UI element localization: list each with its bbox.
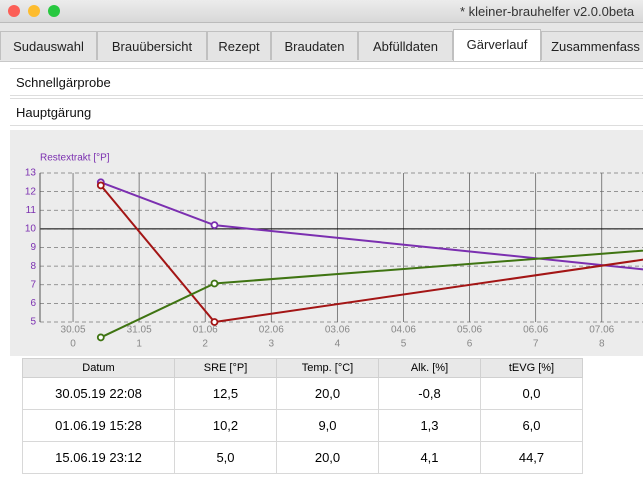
x-tick-label: 31.05 — [127, 325, 152, 336]
table-cell[interactable]: 30.05.19 22:08 — [22, 377, 175, 410]
column-header[interactable]: Datum — [22, 358, 175, 378]
table-cell[interactable]: 12,5 — [174, 377, 277, 410]
series-line — [100, 181, 643, 271]
section-header[interactable]: Schnellgärprobe — [10, 68, 643, 96]
y-tick-label: 11 — [26, 205, 37, 216]
x-tick-label: 1 — [136, 339, 142, 350]
table-cell[interactable]: 20,0 — [276, 377, 379, 410]
table-cell[interactable]: 1,3 — [378, 409, 481, 442]
x-tick-label: 07.06 — [589, 325, 614, 336]
data-point — [210, 318, 219, 326]
tab-bar: Sudauswahl Brauübersicht Rezept Braudaten Ab… — [0, 23, 643, 62]
series-line — [100, 184, 643, 324]
x-tick-label: 30.05 — [61, 325, 86, 336]
table-cell[interactable]: 5,0 — [174, 441, 277, 474]
x-tick-label: 5 — [401, 339, 407, 350]
close-button[interactable] — [8, 5, 20, 17]
tab[interactable]: Gärverlauf — [453, 29, 541, 61]
column-header[interactable]: Alk. [%] — [378, 358, 481, 378]
y-tick-label: 8 — [30, 261, 36, 272]
table-cell[interactable]: 44,7 — [480, 441, 583, 474]
x-tick-label: 03.06 — [325, 325, 350, 336]
chart: Restextrakt [°P]567891011121330.05031.05… — [25, 153, 643, 350]
zoom-button[interactable] — [48, 5, 60, 17]
x-tick-label: 8 — [599, 339, 605, 350]
x-tick-label: 2 — [202, 339, 208, 350]
data-point — [96, 181, 105, 190]
y-tick-label: 6 — [30, 298, 36, 309]
tab[interactable]: Braudaten — [271, 31, 358, 60]
data-table: Datum SRE [°P] Temp. [°C] Alk. [%] tEVG [%] 3… — [22, 358, 583, 474]
table-cell[interactable]: 10,2 — [174, 409, 277, 442]
tab[interactable]: Sudauswahl — [0, 31, 97, 60]
data-point — [210, 221, 219, 230]
x-tick-label: 6 — [467, 339, 473, 350]
title-bar: * kleiner-brauhelfer v2.0.0beta — [0, 0, 643, 23]
table-row[interactable]: 30.05.19 22:08 12,5 20,0 -0,8 0,0 — [22, 377, 583, 410]
window-title: * kleiner-brauhelfer v2.0.0beta — [460, 4, 635, 19]
column-header[interactable]: tEVG [%] — [480, 358, 583, 378]
x-tick-label: 06.06 — [523, 325, 548, 336]
y-tick-label: 13 — [25, 168, 37, 179]
x-tick-label: 02.06 — [259, 325, 284, 336]
x-tick-label: 04.06 — [391, 325, 416, 336]
x-tick-label: 05.06 — [457, 325, 482, 336]
table-cell[interactable]: 20,0 — [276, 441, 379, 474]
tab[interactable]: Brauübersicht — [97, 31, 207, 60]
table-cell[interactable]: 4,1 — [378, 441, 481, 474]
x-tick-label: 01.06 — [193, 325, 218, 336]
table-cell[interactable]: 0,0 — [480, 377, 583, 410]
x-tick-label: 7 — [533, 339, 539, 350]
x-tick-label: 4 — [335, 339, 341, 350]
y-axis-label: Restextrakt [°P] — [40, 153, 110, 164]
series-line — [100, 249, 643, 339]
tab[interactable]: Rezept — [207, 31, 271, 60]
tab[interactable]: Abfülldaten — [358, 31, 453, 60]
table-cell[interactable]: -0,8 — [378, 377, 481, 410]
y-tick-label: 7 — [30, 279, 36, 290]
y-tick-label: 12 — [25, 186, 37, 197]
x-tick-label: 3 — [269, 339, 275, 350]
table-cell[interactable]: 01.06.19 15:28 — [22, 409, 175, 442]
table-cell[interactable]: 15.06.19 23:12 — [22, 441, 175, 474]
x-tick-label: 0 — [70, 339, 76, 350]
section-header[interactable]: Hauptgärung — [10, 98, 643, 126]
chart-panel: Restextrakt [°P] 5 6 7 8 9 10 11 12 13 30.05 0 31.05… — [10, 130, 643, 356]
data-point — [96, 333, 105, 342]
y-tick-label: 5 — [30, 317, 36, 328]
header-row: Datum SRE [°P] Temp. [°C] Alk. [%] tEVG [%] — [22, 358, 583, 378]
y-tick-label: 10 — [25, 224, 37, 235]
minimize-button[interactable] — [28, 5, 40, 17]
table-row[interactable]: 15.06.19 23:12 5,0 20,0 4,1 44,7 — [22, 441, 583, 474]
column-header[interactable]: SRE [°P] — [174, 358, 277, 378]
tab[interactable]: Zusammenfass — [541, 31, 643, 60]
table-cell[interactable]: 9,0 — [276, 409, 379, 442]
data-point — [210, 279, 219, 288]
y-tick-label: 9 — [30, 242, 36, 253]
table-row[interactable]: 01.06.19 15:28 10,2 9,0 1,3 6,0 — [22, 409, 583, 442]
plot-area — [96, 178, 643, 342]
column-header[interactable]: Temp. [°C] — [276, 358, 379, 378]
table-cell[interactable]: 6,0 — [480, 409, 583, 442]
